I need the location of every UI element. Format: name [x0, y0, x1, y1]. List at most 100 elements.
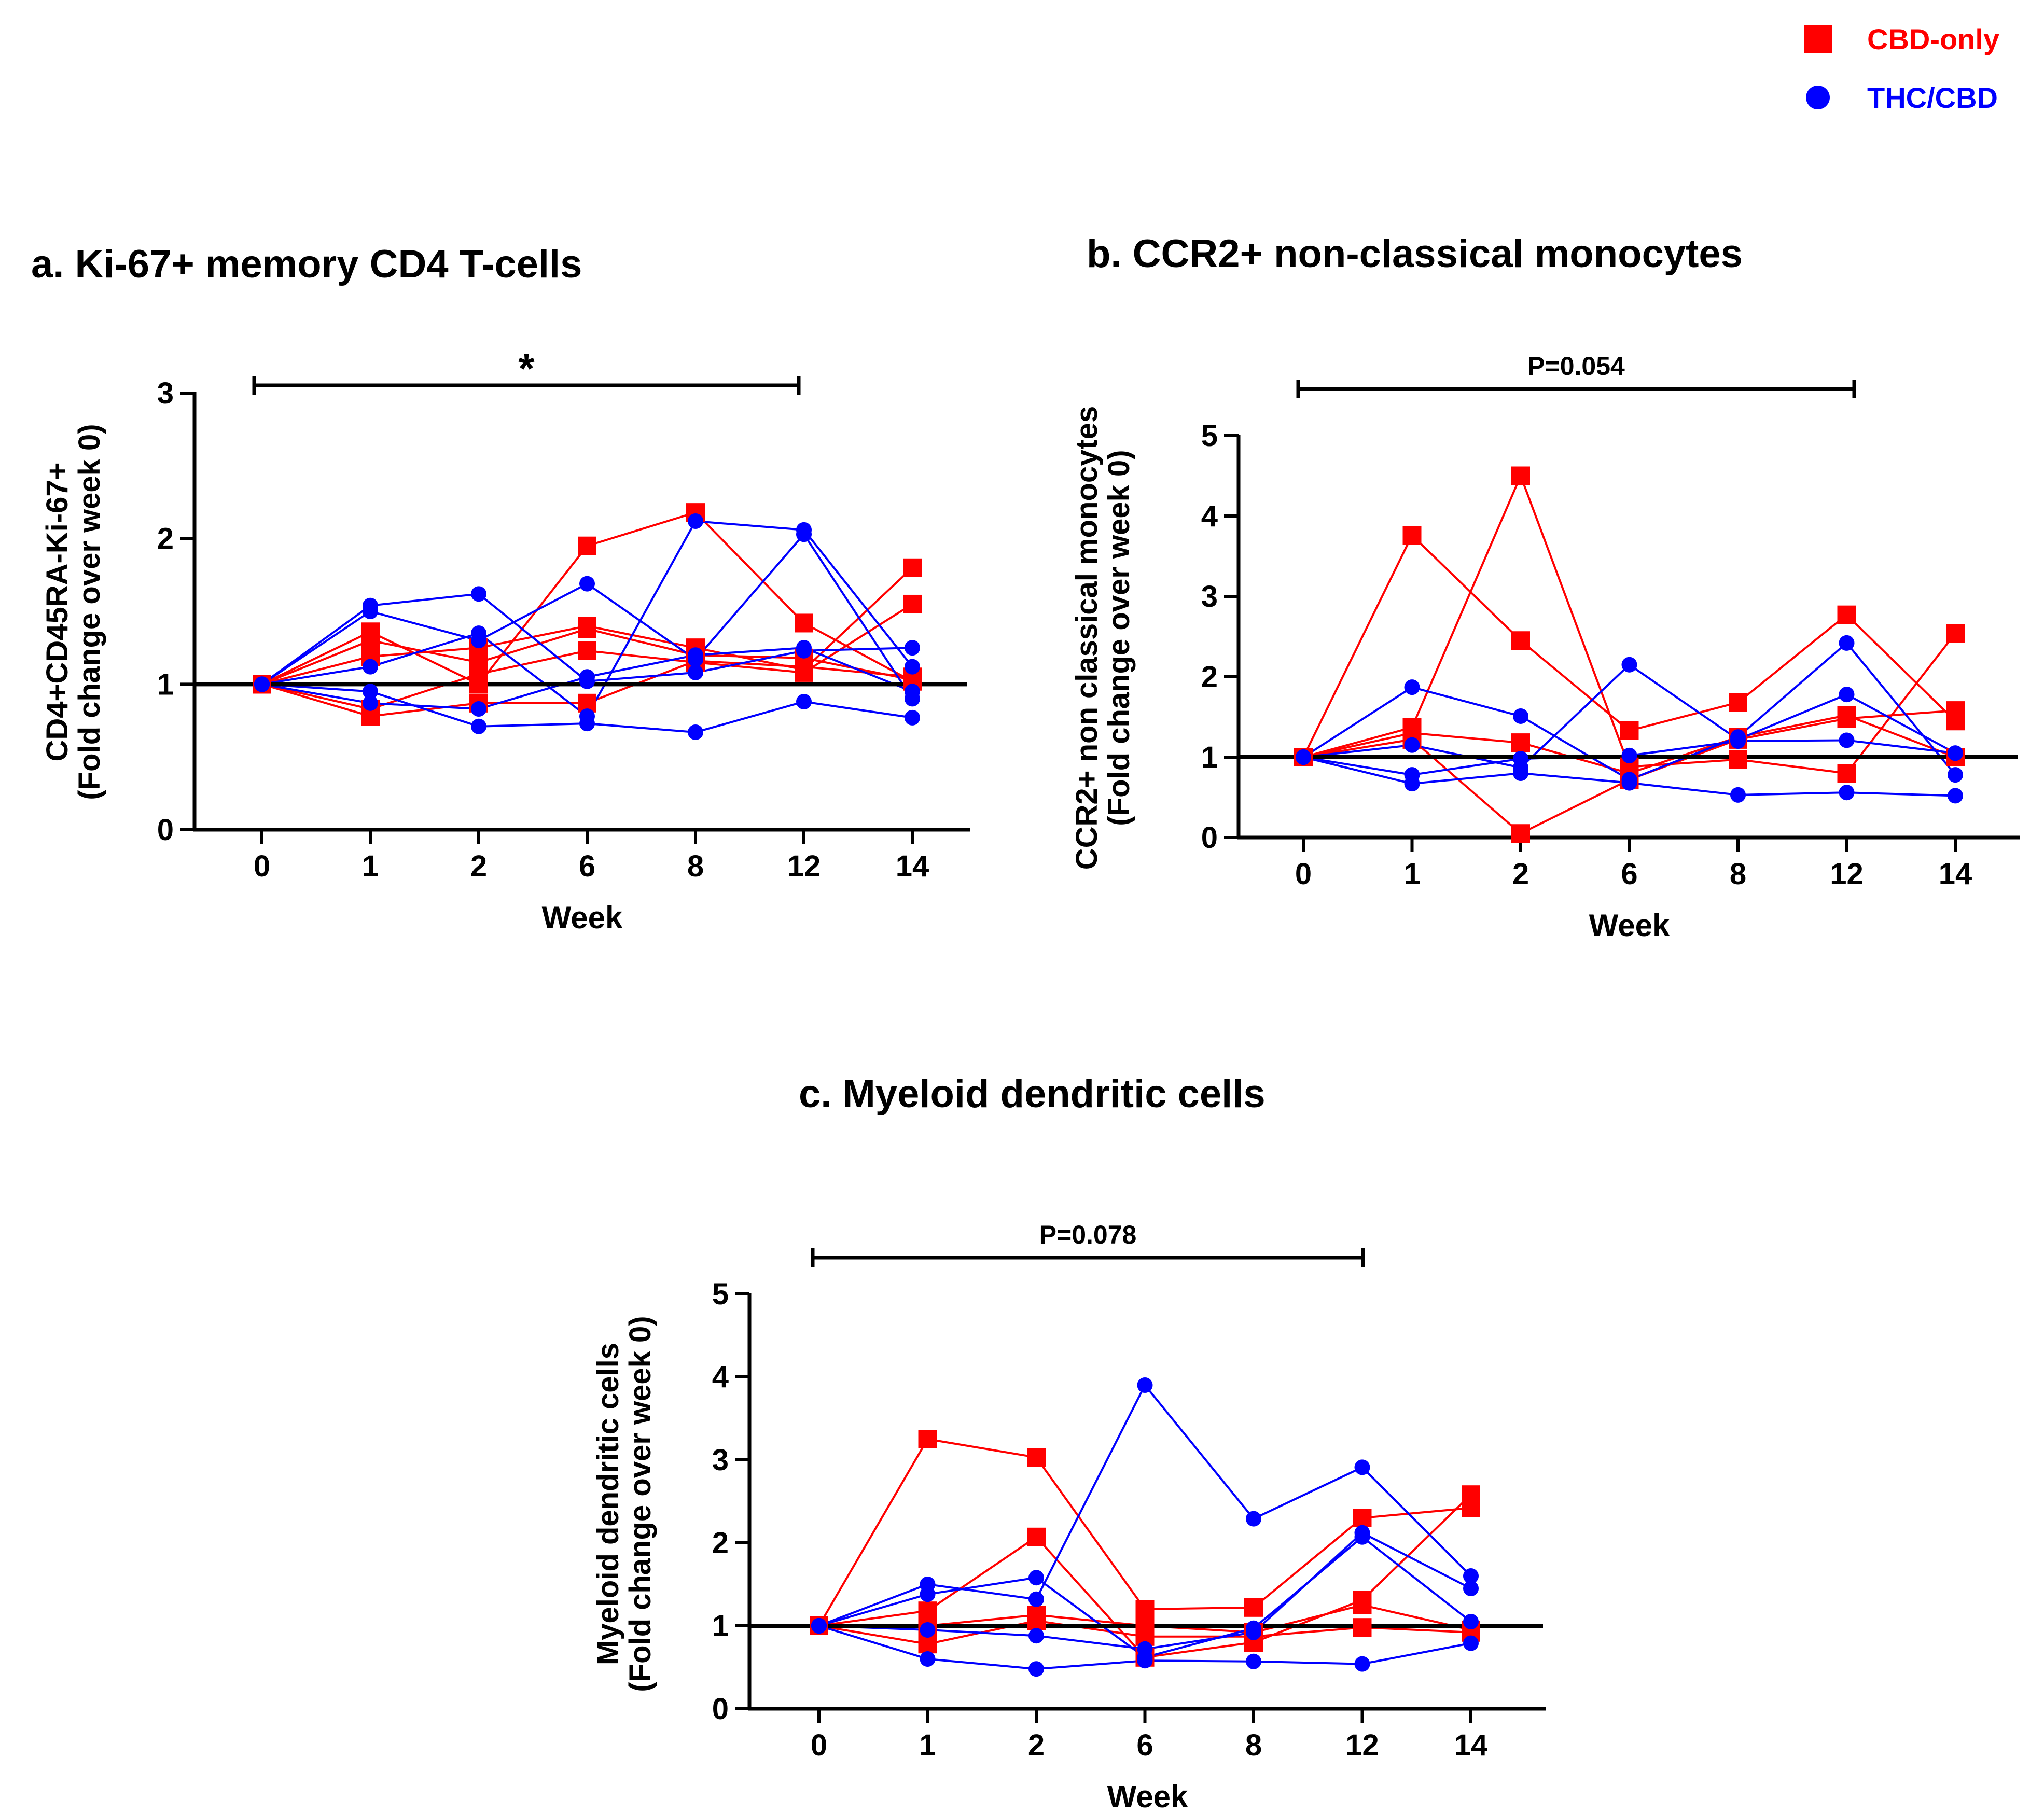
data-point-cbd-only: [1027, 1606, 1046, 1625]
data-point-cbd-only: [1027, 1448, 1046, 1467]
data-point-thc-cbd: [1354, 1525, 1370, 1541]
y-tick-label: 3: [1201, 580, 1218, 613]
data-point-thc-cbd: [688, 513, 703, 529]
data-point-thc-cbd: [1513, 751, 1528, 767]
data-point-cbd-only: [1353, 1618, 1372, 1637]
data-point-cbd-only: [1135, 1616, 1155, 1635]
data-point-cbd-only: [578, 619, 596, 638]
data-point-thc-cbd: [1404, 679, 1420, 695]
data-point-thc-cbd: [1246, 1511, 1261, 1527]
legend: CBD-only THC/CBD: [1804, 23, 1999, 114]
data-point-thc-cbd: [1463, 1635, 1479, 1651]
y-tick-label: 0: [157, 813, 174, 847]
y-tick-label: 1: [157, 667, 174, 701]
data-point-thc-cbd: [1028, 1628, 1044, 1644]
legend-marker-cbd-only: [1804, 25, 1832, 53]
data-point-thc-cbd: [1404, 767, 1420, 783]
x-tick-label: 1: [362, 849, 379, 883]
data-point-cbd-only: [1135, 1600, 1155, 1619]
y-axis-label-line: Myeloid dendritic cells: [591, 1343, 625, 1665]
x-tick-label: 8: [1245, 1728, 1262, 1762]
y-axis-label-line: CD4+CD45RA-Ki-67+: [40, 463, 74, 762]
y-tick-label: 1: [712, 1609, 729, 1643]
data-point-thc-cbd: [1354, 1459, 1370, 1475]
data-point-cbd-only: [918, 1430, 937, 1448]
x-tick-label: 6: [579, 849, 595, 883]
x-tick-label: 14: [1454, 1728, 1488, 1762]
y-tick-label: 4: [712, 1360, 729, 1394]
data-point-cbd-only: [1353, 1596, 1372, 1614]
y-tick-label: 5: [712, 1277, 729, 1311]
y-axis-label: Myeloid dendritic cells(Fold change over…: [591, 1316, 657, 1692]
data-point-thc-cbd: [1028, 1661, 1044, 1677]
y-axis-label-line: (Fold change over week 0): [1102, 450, 1136, 826]
x-tick-label: 12: [1345, 1728, 1379, 1762]
y-tick-label: 2: [157, 522, 174, 556]
data-point-thc-cbd: [796, 640, 812, 656]
data-point-thc-cbd: [796, 694, 812, 710]
data-point-thc-cbd: [471, 625, 486, 641]
data-point-thc-cbd: [1513, 765, 1528, 781]
x-tick-label: 8: [687, 849, 704, 883]
y-axis-label-line: CCR2+ non classical monocytes: [1070, 406, 1104, 870]
y-axis-label: CD4+CD45RA-Ki-67+(Fold change over week …: [40, 424, 106, 800]
data-point-thc-cbd: [905, 659, 920, 675]
data-point-thc-cbd: [1730, 787, 1746, 803]
x-tick-label: 14: [896, 849, 929, 883]
data-point-thc-cbd: [1404, 737, 1420, 753]
data-point-thc-cbd: [1839, 687, 1855, 703]
data-point-cbd-only: [1511, 733, 1530, 752]
x-tick-label: 2: [470, 849, 487, 883]
y-tick-label: 0: [712, 1692, 729, 1726]
data-point-thc-cbd: [1948, 767, 1963, 783]
data-point-thc-cbd: [1621, 747, 1637, 763]
data-point-thc-cbd: [1028, 1591, 1044, 1607]
data-point-cbd-only: [1462, 1485, 1480, 1504]
data-point-thc-cbd: [363, 604, 378, 619]
chart-title: c. Myeloid dendritic cells: [799, 1072, 1266, 1116]
x-tick-label: 0: [811, 1728, 827, 1762]
chart-title: b. CCR2+ non-classical monocytes: [1087, 232, 1743, 276]
data-point-thc-cbd: [1948, 745, 1963, 761]
data-point-thc-cbd: [1463, 1581, 1479, 1596]
data-point-thc-cbd: [1354, 1656, 1370, 1672]
data-point-cbd-only: [1837, 764, 1856, 783]
significance-label: *: [518, 345, 535, 392]
data-point-thc-cbd: [1839, 785, 1855, 801]
data-point-thc-cbd: [1463, 1568, 1479, 1584]
data-point-thc-cbd: [579, 669, 595, 685]
data-point-cbd-only: [1244, 1598, 1263, 1617]
x-tick-label: 12: [787, 849, 821, 883]
data-point-cbd-only: [578, 536, 596, 555]
x-tick-label: 8: [1730, 857, 1746, 891]
y-axis-label-line: (Fold change over week 0): [623, 1316, 657, 1692]
x-axis-label: Week: [1589, 908, 1670, 943]
x-tick-label: 6: [1621, 857, 1637, 891]
data-point-thc-cbd: [1948, 788, 1963, 804]
data-point-cbd-only: [1027, 1527, 1046, 1546]
data-point-thc-cbd: [471, 586, 486, 602]
data-point-cbd-only: [469, 653, 488, 672]
data-point-thc-cbd: [920, 1586, 936, 1602]
data-point-thc-cbd: [363, 695, 378, 711]
data-point-cbd-only: [1402, 526, 1422, 545]
data-point-thc-cbd: [254, 676, 270, 692]
data-point-thc-cbd: [471, 701, 486, 717]
data-point-thc-cbd: [688, 647, 703, 663]
data-point-thc-cbd: [1137, 1641, 1153, 1657]
x-tick-label: 1: [919, 1728, 936, 1762]
data-point-thc-cbd: [363, 659, 378, 675]
data-point-thc-cbd: [905, 709, 920, 726]
data-point-thc-cbd: [363, 684, 378, 700]
data-point-thc-cbd: [579, 576, 595, 592]
data-point-thc-cbd: [1137, 1653, 1153, 1669]
y-tick-label: 0: [1201, 821, 1218, 855]
data-point-thc-cbd: [1296, 749, 1311, 765]
y-tick-label: 1: [1201, 741, 1218, 774]
data-point-thc-cbd: [1730, 733, 1746, 749]
legend-label-cbd-only: CBD-only: [1867, 23, 1999, 55]
data-point-cbd-only: [918, 1635, 937, 1654]
